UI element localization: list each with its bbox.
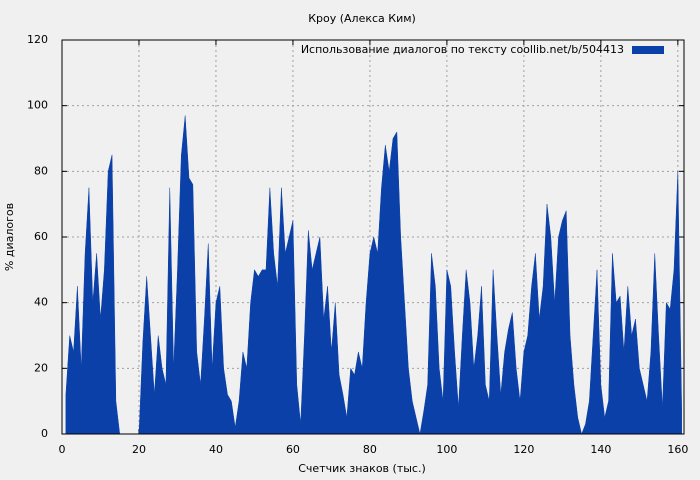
y-tick-label: 20	[34, 361, 48, 374]
y-tick-label: 100	[27, 99, 48, 112]
x-tick-label: 100	[436, 443, 457, 456]
y-tick-label: 40	[34, 296, 48, 309]
x-tick-label: 140	[590, 443, 611, 456]
x-axis-label: Счетчик знаков (тыс.)	[298, 462, 426, 475]
legend-swatch	[632, 46, 664, 54]
y-tick-label: 0	[41, 427, 48, 440]
plot-frame	[61, 39, 685, 435]
x-tick-label: 0	[59, 443, 66, 456]
y-tick-label: 120	[27, 33, 48, 46]
x-tick-label: 20	[132, 443, 146, 456]
y-tick-label: 60	[34, 230, 48, 243]
area	[65, 115, 682, 435]
legend-label: Использование диалогов по тексту coollib…	[301, 43, 624, 56]
x-tick-label: 160	[667, 443, 688, 456]
x-tick-label: 80	[363, 443, 377, 456]
y-axis-label: % диалогов	[3, 203, 16, 271]
x-tick-label: 40	[209, 443, 223, 456]
x-tick-label: 120	[513, 443, 534, 456]
y-tick-label: 80	[34, 164, 48, 177]
chart-title: Кроу (Алекса Ким)	[308, 12, 416, 25]
x-tick-label: 60	[286, 443, 300, 456]
